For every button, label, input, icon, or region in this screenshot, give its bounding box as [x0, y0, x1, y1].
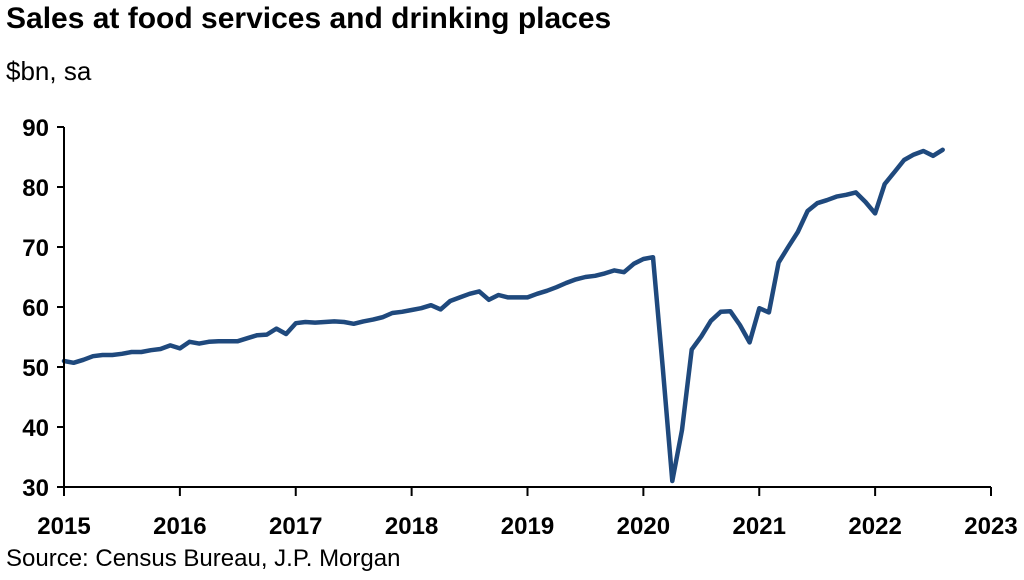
x-tick-label: 2016 [153, 513, 206, 540]
x-tick-label: 2023 [964, 513, 1017, 540]
chart-title: Sales at food services and drinking plac… [6, 2, 612, 35]
x-tick-label: 2021 [733, 513, 786, 540]
x-tick-label: 2020 [617, 513, 670, 540]
chart-subtitle: $bn, sa [6, 56, 92, 86]
y-axis-tick-labels: 30 40 50 60 70 80 90 [22, 115, 49, 502]
x-tick-label: 2015 [37, 513, 90, 540]
x-tick-label: 2019 [501, 513, 554, 540]
y-tick-label: 30 [22, 475, 49, 502]
y-tick-label: 60 [22, 295, 49, 322]
x-tick-label: 2017 [269, 513, 322, 540]
y-tick-label: 90 [22, 115, 49, 142]
x-tick-label: 2018 [385, 513, 438, 540]
y-tick-label: 40 [22, 415, 49, 442]
x-tick-label: 2022 [848, 513, 901, 540]
x-axis-tick-labels: 2015 2016 2017 2018 2019 2020 2021 2022 2023 [37, 513, 1017, 540]
source-note: Source: Census Bureau, J.P. Morgan [6, 545, 401, 572]
series-line [61, 147, 945, 484]
x-axis-ticks [63, 487, 992, 496]
y-tick-label: 70 [22, 235, 49, 262]
y-tick-label: 80 [22, 175, 49, 202]
y-tick-label: 50 [22, 355, 49, 382]
y-axis-ticks [57, 126, 64, 488]
